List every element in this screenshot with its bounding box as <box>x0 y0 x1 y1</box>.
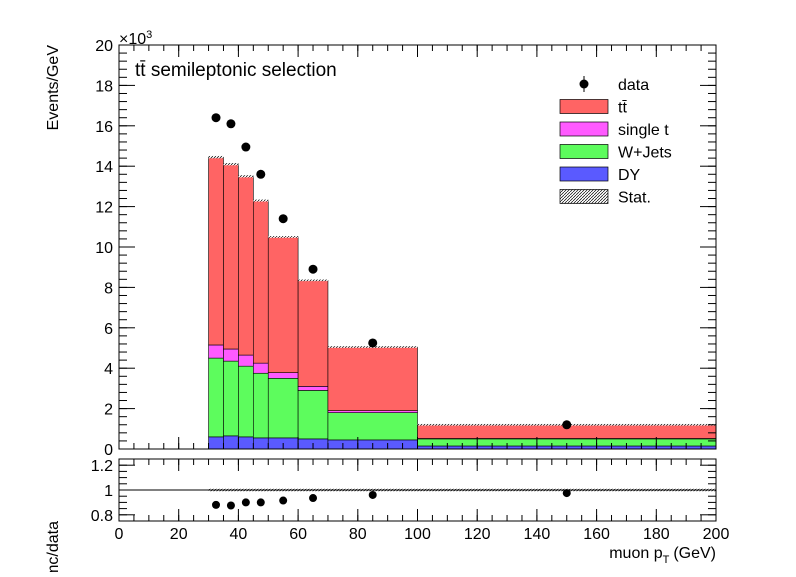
bar-w-jets-2 <box>238 366 253 437</box>
ratio-point-7 <box>563 489 571 497</box>
bar-tt--0 <box>209 157 224 345</box>
x-tick-label-6: 120 <box>464 526 491 543</box>
bar-tt--4 <box>268 237 298 373</box>
bar-w-jets-5 <box>298 390 328 438</box>
bar-tt--1 <box>223 164 238 349</box>
y-tick-label-8: 16 <box>95 119 113 136</box>
stat-band-1 <box>223 163 238 165</box>
x-tick-label-9: 180 <box>643 526 670 543</box>
y-tick-label-3: 6 <box>104 321 113 338</box>
legend-swatch-4 <box>560 167 608 181</box>
data-point-1 <box>226 119 235 128</box>
data-point-4 <box>279 214 288 223</box>
bar-single-t-1 <box>223 349 238 361</box>
data-point-7 <box>562 420 571 429</box>
legend-label-1: tt̄ <box>618 100 627 117</box>
data-point-6 <box>368 338 377 347</box>
legend-label-3: W+Jets <box>618 145 672 162</box>
stat-band-2 <box>238 175 253 177</box>
y-tick-label-4: 8 <box>104 280 113 297</box>
ratio-point-4 <box>279 497 287 505</box>
ratio-panel: 0.8 1 1.2 0 20 40 60 80 100 120 140 160 180 200 mc/d… <box>45 458 729 572</box>
bar-dy-2 <box>238 437 253 449</box>
bar-single-t-0 <box>209 345 224 358</box>
y-tick-label-1: 2 <box>104 402 113 419</box>
bar-dy-1 <box>223 436 238 449</box>
bar-w-jets-0 <box>209 358 224 437</box>
legend-label-2: single t <box>618 122 669 139</box>
y-tick-label-7: 14 <box>95 159 113 176</box>
bar-single-t-6 <box>328 411 418 413</box>
bar-w-jets-6 <box>328 413 418 440</box>
ratio-point-3 <box>257 498 265 506</box>
bar-tt--2 <box>238 176 253 355</box>
legend-swatch-stat <box>560 190 608 204</box>
ratio-y-axis-label: mc/data <box>45 521 62 572</box>
data-point-5 <box>309 265 318 274</box>
bar-tt--6 <box>328 347 418 411</box>
x-axis-label: muon pT(GeV) <box>609 545 716 566</box>
stat-band-5 <box>298 280 328 282</box>
stat-band-0 <box>209 156 224 158</box>
x-tick-label-5: 100 <box>404 526 431 543</box>
x-tick-label-8: 160 <box>583 526 610 543</box>
legend-swatch-3 <box>560 145 608 159</box>
legend-label-4: DY <box>618 167 641 184</box>
data-point-2 <box>241 143 250 152</box>
ratio-y-tick-label-0: 0.8 <box>91 508 113 525</box>
legend-label-0: data <box>618 77 649 94</box>
ratio-y-tick-label-1: 1 <box>104 483 113 500</box>
bar-single-t-5 <box>298 386 328 390</box>
y-tick-label-2: 4 <box>104 361 113 378</box>
legend-swatch-1 <box>560 100 608 114</box>
ratio-point-0 <box>212 501 220 509</box>
bar-w-jets-4 <box>268 378 298 438</box>
bar-dy-0 <box>209 437 224 449</box>
x-tick-label-0: 0 <box>115 526 124 543</box>
y-tick-label-9: 18 <box>95 78 113 95</box>
chart-title: tt̄ semileptonic selection <box>135 60 337 81</box>
x-tick-label-7: 140 <box>524 526 551 543</box>
bar-tt--3 <box>253 201 268 364</box>
data-point-0 <box>212 113 221 122</box>
y-tick-label-5: 10 <box>95 240 113 257</box>
x-tick-label-1: 20 <box>170 526 188 543</box>
y-axis-label: Events/GeV <box>45 45 62 131</box>
ratio-y-tick-label-2: 1.2 <box>91 458 113 475</box>
bar-w-jets-3 <box>253 373 268 438</box>
bar-single-t-3 <box>253 363 268 373</box>
ratio-point-5 <box>309 494 317 502</box>
x-tick-label-10: 200 <box>703 526 730 543</box>
data-point-3 <box>256 170 265 179</box>
x-tick-label-4: 80 <box>349 526 367 543</box>
stat-band-3 <box>253 200 268 202</box>
y-tick-label-0: 0 <box>104 442 113 459</box>
bar-w-jets-1 <box>223 361 238 436</box>
bar-tt--5 <box>298 280 328 386</box>
ratio-point-2 <box>242 498 250 506</box>
x-tick-label-3: 60 <box>289 526 307 543</box>
y-tick-label-6: 12 <box>95 200 113 217</box>
y-tick-label-10: 20 <box>95 38 113 55</box>
ratio-point-1 <box>227 502 235 510</box>
stat-band-4 <box>268 236 298 238</box>
legend-swatch-2 <box>560 122 608 136</box>
x-tick-label-2: 40 <box>230 526 248 543</box>
bar-single-t-4 <box>268 373 298 379</box>
bar-dy-3 <box>253 438 268 449</box>
bar-single-t-2 <box>238 355 253 366</box>
ratio-point-6 <box>369 491 377 499</box>
legend-label-5: Stat. <box>618 190 651 207</box>
